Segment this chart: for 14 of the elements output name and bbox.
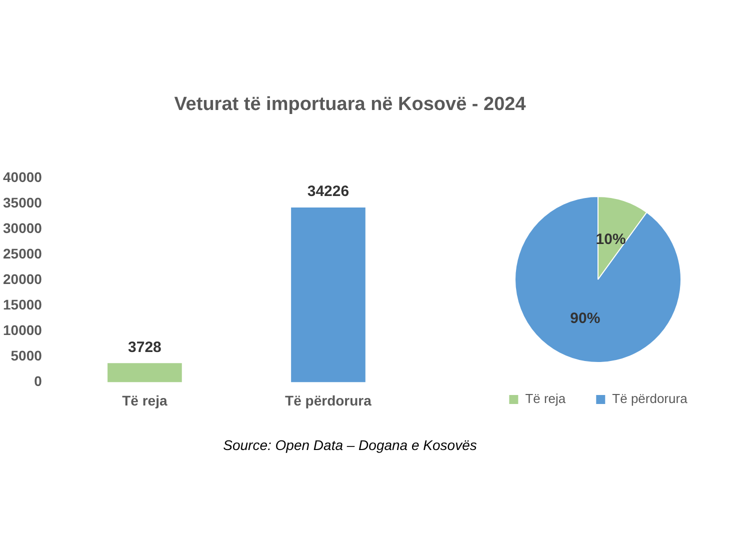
chart-title: Veturat të importuara në Kosovë - 2024: [173, 94, 527, 116]
y-tick-label: 10000: [2, 322, 42, 338]
y-tick-label: 15000: [2, 296, 42, 312]
y-tick-label: 5000: [10, 348, 42, 364]
data-label: 90%: [570, 310, 600, 328]
y-tick-label: 40000: [2, 168, 42, 185]
data-label: 34226: [307, 183, 350, 200]
y-tick-label: 0: [34, 373, 42, 390]
y-tick-label: 35000: [2, 194, 42, 210]
data-label: 3728: [128, 338, 162, 356]
y-tick-label: 30000: [2, 220, 42, 236]
y-tick-label: 25000: [2, 245, 42, 262]
source-note: Source: Open Data – Dogana e Kosovës: [222, 437, 478, 453]
y-tick-label: 20000: [2, 270, 42, 287]
